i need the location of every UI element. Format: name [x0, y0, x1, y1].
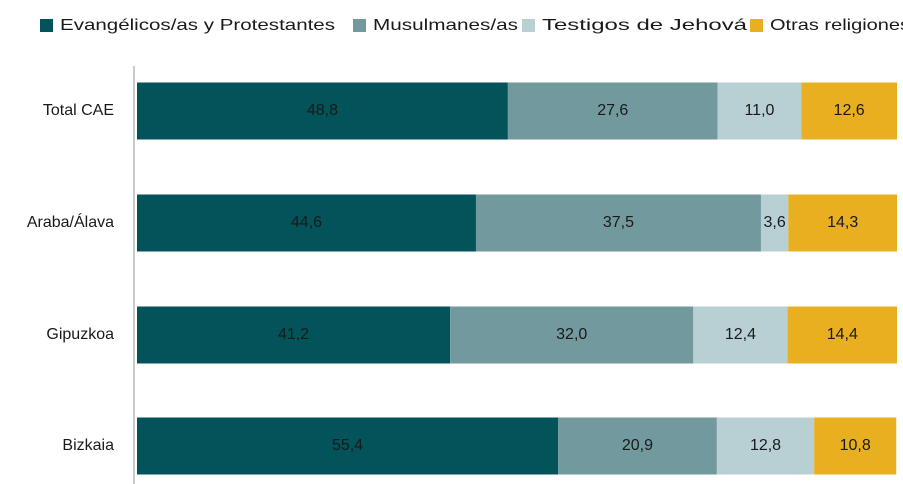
bar-segment	[137, 306, 451, 364]
value-label: 3,6	[764, 214, 786, 231]
value-label: 12,8	[750, 437, 781, 454]
value-label: 55,4	[332, 437, 363, 454]
legend-swatch	[522, 19, 535, 32]
bar-segment	[717, 82, 802, 140]
value-label: 37,5	[603, 214, 634, 231]
value-label: 41,2	[278, 326, 309, 343]
legend-label: Evangélicos/as y Protestantes	[60, 17, 335, 34]
value-label: 12,4	[725, 326, 756, 343]
legend-label: Musulmanes/as	[373, 17, 518, 34]
bar-segment	[801, 82, 897, 140]
value-label: 12,6	[834, 102, 865, 119]
bar-segment	[716, 417, 815, 475]
y-tick-label: Gipuzkoa	[46, 326, 114, 343]
bar-segment	[693, 306, 788, 364]
bar-segment	[450, 306, 694, 364]
value-label: 32,0	[556, 326, 587, 343]
value-label: 10,8	[840, 437, 871, 454]
value-label: 11,0	[744, 102, 774, 119]
bar-segment	[137, 194, 476, 252]
bar-segment	[558, 417, 717, 475]
legend-swatch	[40, 19, 53, 32]
bar-segment	[137, 417, 559, 475]
y-tick-label: Araba/Álava	[27, 212, 114, 231]
value-label: 14,3	[827, 214, 858, 231]
bar-segment	[787, 306, 897, 364]
bar-segment	[475, 194, 761, 252]
bar-segment	[507, 82, 718, 140]
legend-swatch	[353, 19, 366, 32]
bar-segment	[760, 194, 789, 252]
y-tick-label: Total CAE	[43, 102, 114, 119]
value-label: 14,4	[827, 326, 858, 343]
bar-segment	[137, 82, 508, 140]
bar-segment	[814, 417, 897, 475]
legend-swatch	[750, 19, 763, 32]
value-label: 44,6	[291, 214, 322, 231]
value-label: 27,6	[597, 102, 628, 119]
value-label: 20,9	[622, 437, 653, 454]
value-label: 48,8	[307, 102, 338, 119]
legend-label: Testigos de Jehová	[542, 17, 747, 34]
bar-segment	[788, 194, 897, 252]
y-tick-label: Bizkaia	[62, 437, 114, 454]
legend-label: Otras religiones	[770, 17, 903, 34]
